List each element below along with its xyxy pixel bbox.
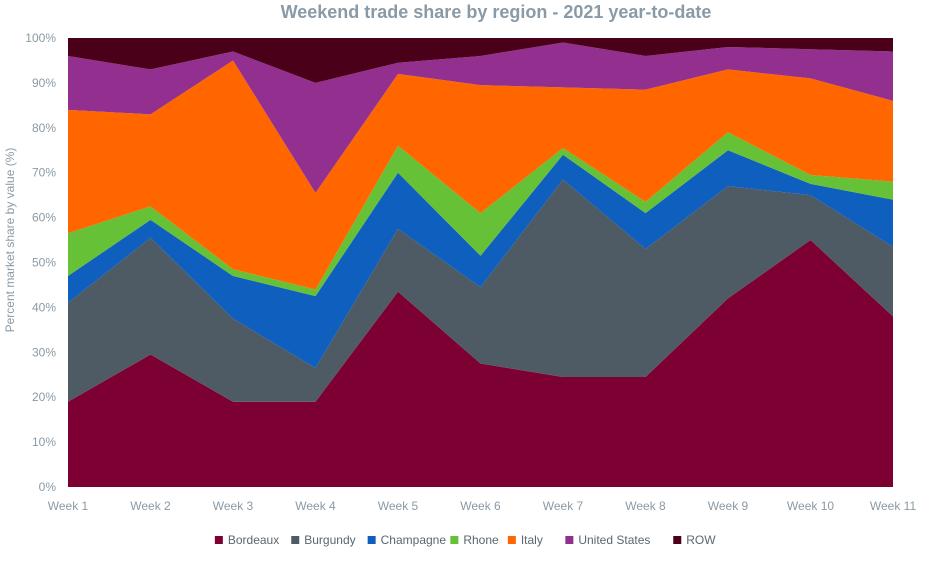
legend-item-united-states: United States	[565, 533, 650, 547]
legend-label: ROW	[686, 533, 716, 547]
x-tick-label: Week 7	[543, 499, 584, 513]
legend-swatch	[291, 536, 300, 544]
x-tick-label: Week 2	[130, 499, 171, 513]
y-tick-label: 90%	[32, 76, 56, 90]
y-tick-label: 60%	[32, 211, 56, 225]
legend-swatch	[507, 536, 516, 544]
y-tick-label: 50%	[32, 256, 56, 270]
x-tick-label: Week 6	[460, 499, 501, 513]
x-tick-label: Week 10	[787, 499, 834, 513]
y-tick-label: 20%	[32, 390, 56, 404]
y-tick-label: 100%	[25, 31, 56, 45]
area-bordeaux	[68, 240, 893, 487]
x-axis-ticks: Week 1 Week 2 Week 3 Week 4 Week 5 Week 6 Week…	[48, 499, 917, 513]
y-axis-ticks: 0% 10% 20% 30% 40% 50% 60% 70% 80% 90% 100%	[25, 31, 56, 494]
area-champagne	[68, 150, 893, 369]
legend-label: Italy	[521, 533, 543, 547]
legend-item-burgundy: Burgundy	[291, 533, 356, 547]
x-tick-label: Week 4	[295, 499, 336, 513]
area-rhone	[68, 132, 893, 297]
x-tick-label: Week 3	[213, 499, 254, 513]
legend-item-italy: Italy	[507, 533, 543, 547]
legend-label: Bordeaux	[228, 533, 279, 547]
legend-label: Champagne	[381, 533, 447, 547]
area-united-states	[68, 42, 893, 193]
area-burgundy	[68, 179, 893, 402]
y-tick-label: 40%	[32, 300, 56, 314]
y-tick-label: 10%	[32, 435, 56, 449]
legend-swatch	[214, 536, 223, 544]
chart-title: Weekend trade share by region - 2021 yea…	[281, 2, 712, 22]
legend-label: Rhone	[463, 533, 499, 547]
y-axis-label: Percent market share by value (%)	[3, 148, 17, 333]
legend-item-champagne: Champagne	[367, 533, 447, 547]
y-tick-label: 70%	[32, 166, 56, 180]
y-tick-label: 30%	[32, 345, 56, 359]
legend-label: United States	[578, 533, 650, 547]
x-tick-label: Week 9	[708, 499, 749, 513]
x-tick-label: Week 8	[625, 499, 666, 513]
legend-swatch	[450, 536, 459, 544]
legend: Bordeaux Burgundy Champagne Rhone Italy Unite…	[214, 533, 716, 547]
y-tick-label: 0%	[39, 480, 57, 494]
x-tick-label: Week 1	[48, 499, 89, 513]
area-series-group	[68, 38, 893, 487]
legend-label: Burgundy	[304, 533, 355, 547]
legend-swatch	[367, 536, 376, 544]
area-row	[68, 38, 893, 83]
x-tick-label: Week 5	[378, 499, 419, 513]
legend-swatch	[565, 536, 574, 544]
x-tick-label: Week 11	[870, 499, 917, 513]
area-italy	[68, 60, 893, 290]
legend-swatch	[673, 536, 682, 544]
legend-item-row: ROW	[673, 533, 716, 547]
legend-item-bordeaux: Bordeaux	[214, 533, 279, 547]
y-tick-label: 80%	[32, 121, 56, 135]
legend-item-rhone: Rhone	[450, 533, 499, 547]
